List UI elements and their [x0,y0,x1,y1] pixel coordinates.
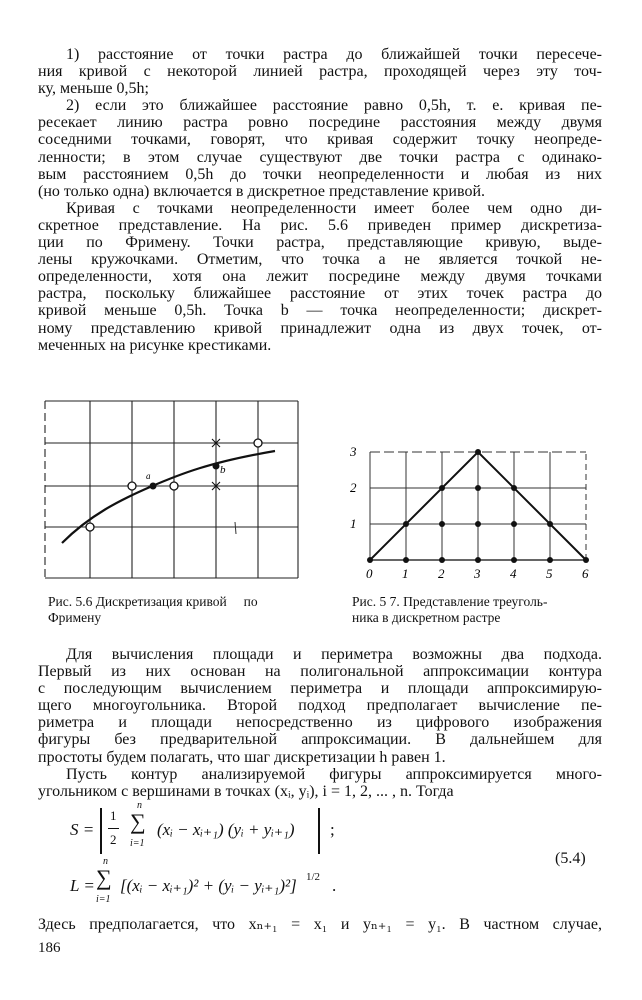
abs-bar-left [100,808,102,854]
text-line: соседними точками, говорят, что кривая с… [38,131,602,149]
caption-line: Фримену [48,610,102,625]
raster-point-circle [169,481,179,491]
x-tick-label: 0 [366,566,373,581]
sum-sign: ∑ [96,865,112,890]
caption-line: Рис. 5.6 Дискретизация кривой по [48,594,258,609]
x-tick-label: 6 [582,566,589,581]
formula-l-lhs: L = [70,876,95,895]
uncertainty-crosses [211,438,221,491]
raster-point [439,521,445,527]
text-line: растра, поскольку ближайшее расстояние о… [38,285,602,303]
raster-point [547,521,553,527]
y-tick-label: 3 [349,444,357,459]
body-text-top: 1) расстояние от точки растра до ближайш… [38,46,602,354]
period: . [332,876,337,895]
label-a: a [146,471,151,481]
raster-point [439,485,445,491]
semicolon: ; [330,820,335,839]
raster-point [475,485,481,491]
text-line: 1) расстояние от точки растра до ближайш… [66,46,602,63]
fraction-denominator: 2 [110,832,117,847]
figure-5-6-freeman-discretization: a b [44,400,299,579]
sum-upper: n [137,800,142,811]
text-line: лены кружочками. Отметим, что точка a не… [38,251,602,269]
text-line: простоты будем полагать, что шаг дискрет… [38,748,446,766]
abs-bar-right [318,808,320,854]
raster-point [583,557,589,563]
x-tick-label: 2 [438,566,445,581]
text-line: ку, меньше 0,5h; [38,80,149,98]
raster-point [475,521,481,527]
x-tick-label: 1 [402,566,409,581]
formula-l-exponent: 1/2 [306,871,321,883]
caption-line: ника в дискретном растре [352,610,501,625]
text-line: меченных на рисунке крестиками. [38,336,272,354]
text-line: кривой меньше 0,5h. Точка b — точка неоп… [38,302,602,320]
text-line: ции по Фримену. Точки растра, представля… [38,234,602,252]
raster-point [403,521,409,527]
sum-lower: i=1 [130,838,145,849]
sum-sign: ∑ [130,809,146,834]
raster-point [547,557,553,563]
raster-point [403,557,409,563]
text-line: Пусть контур анализируемой фигуры аппрок… [66,765,602,783]
raster-point [439,557,445,563]
closing-line: Здесь предполагается, что xₙ₊₁ = x₁ и yₙ… [38,916,602,933]
raster-point [367,557,373,563]
caption-line: Рис. 5 7. Представление треуголь- [352,594,548,609]
point-a [149,482,157,490]
x-tick-label: 5 [546,566,553,581]
text-line: определенности, хотя она лежит посредине… [38,268,602,286]
raster-point-circle [253,438,263,448]
fraction-bar [108,828,119,829]
raster-point [511,521,517,527]
text-line: ному представлению кривой принадлежит од… [38,319,602,337]
formula-s-lhs: S = [70,820,95,839]
text-line: ресекает линию растра ровно посредине ра… [38,114,602,132]
text-line: 2) если это ближайшее расстояние равно 0… [66,97,602,115]
raster-point [511,557,517,563]
formula-s-body: (xᵢ − xᵢ₊₁) (yᵢ + yᵢ₊₁) [157,820,295,839]
raster-point [475,449,481,455]
fraction-numerator: 1 [110,808,117,823]
point-b [212,462,220,470]
text-line: Первый из них основан на полигональной а… [38,663,602,681]
x-tick-label: 4 [510,566,517,581]
formula-l-body: [(xᵢ − xᵢ₊₁)² + (yᵢ − yᵢ₊₁)²] [120,876,297,895]
y-tick-label: 2 [350,480,357,495]
sum-lower: i=1 [96,894,111,905]
x-tick-label: 3 [473,566,481,581]
raster-point-circle [85,522,95,532]
text-line: ния кривой с некоторой линией растра, пр… [38,63,602,81]
body-text-bottom: Для вычисления площади и периметра возмо… [38,646,602,800]
text-line: скретное представление. На рис. 5.6 прив… [38,216,602,234]
text-line: фигуры без предварительной аппроксимации… [38,731,602,749]
text-line: Кривая с точками неопределенности имеет … [66,199,602,217]
figure-5-7-caption: Рис. 5 7. Представление треуголь- ника в… [352,594,547,626]
text-line: (но только одна) включается в дискретное… [38,182,485,200]
figure-5-7-triangle-raster: 0 1 2 3 4 5 6 1 2 3 [349,444,589,581]
sum-upper: n [103,856,108,867]
text-line: Здесь предполагается, что xₙ₊₁ = x₁ и yₙ… [38,916,602,933]
text-line: вым расстоянием 0,5h до точки неопределе… [38,165,602,183]
figure-5-6-caption: Рис. 5.6 Дискретизация кривой по Фримену [48,594,258,626]
text-line: Для вычисления площади и периметра возмо… [66,646,602,663]
raster-point-circle [127,481,137,491]
equation-number: (5.4) [555,850,586,867]
label-b: b [220,464,226,476]
text-line: с последующим вычислением периметра и пл… [38,680,602,698]
y-tick-label: 1 [350,516,357,531]
text-line: угольником с вершинами в точках (xᵢ, yᵢ)… [38,782,454,800]
text-line: риметра и площади непосредственно из циф… [38,714,602,732]
text-line: ленности; в этом случае существуют две т… [38,148,602,166]
page-number: 186 [38,940,61,956]
raster-point [475,557,481,563]
raster-point [511,485,517,491]
text-line: щего многоугольника. Второй подход предп… [38,697,602,715]
